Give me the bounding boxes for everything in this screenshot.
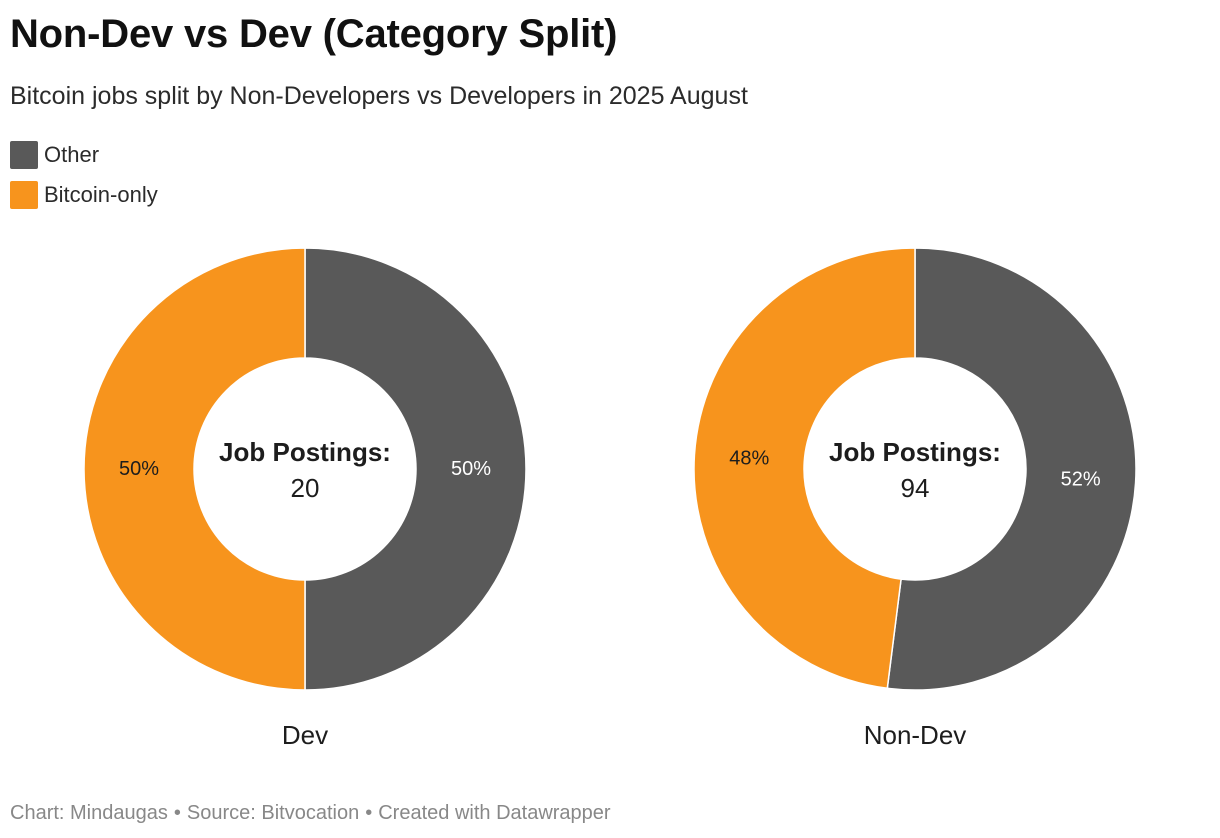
footer-separator: • [173, 802, 181, 824]
chart-title: Non-Dev vs Dev (Category Split) [10, 12, 618, 56]
center-label: Job Postings: [219, 437, 391, 467]
slice-other [304, 247, 527, 691]
footer: Chart: Mindaugas • Source: Bitvocation • Cre… [10, 802, 611, 825]
slice-label-other: 52% [1061, 468, 1101, 490]
legend-swatch-other [10, 141, 38, 169]
legend-label-other: Other [44, 142, 100, 167]
footer-chart-credit: Chart: Mindaugas [10, 802, 168, 824]
center-label: Job Postings: [829, 437, 1001, 467]
chart-name-dev: Dev [282, 720, 328, 750]
legend-label-bitcoin-only: Bitcoin-only [44, 182, 158, 207]
footer-source: Source: Bitvocation [186, 802, 360, 824]
donut-dev: 50% 50% Job Postings: 20 Dev [83, 247, 527, 750]
slice-bitcoin-only [693, 247, 916, 690]
footer-created-with: Created with Datawrapper [378, 802, 611, 824]
slice-label-bitcoin-only: 50% [119, 458, 159, 480]
slice-label-other: 50% [451, 458, 491, 480]
chart-subtitle: Bitcoin jobs split by Non-Developers vs … [10, 82, 748, 110]
donut-non-dev: 52% 48% Job Postings: 94 Non-Dev [693, 247, 1137, 750]
legend-swatch-bitcoin-only [10, 181, 38, 209]
footer-separator: • [365, 802, 373, 824]
center-value: 94 [901, 473, 930, 503]
chart-name-non-dev: Non-Dev [864, 720, 967, 750]
slice-label-bitcoin-only: 48% [729, 448, 769, 470]
legend-item-bitcoin-only: Bitcoin-only [10, 175, 158, 215]
center-value: 20 [291, 473, 320, 503]
slice-bitcoin-only [83, 247, 306, 691]
legend: Other Bitcoin-only [10, 135, 158, 215]
slice-other [886, 247, 1137, 691]
legend-item-other: Other [10, 135, 158, 175]
